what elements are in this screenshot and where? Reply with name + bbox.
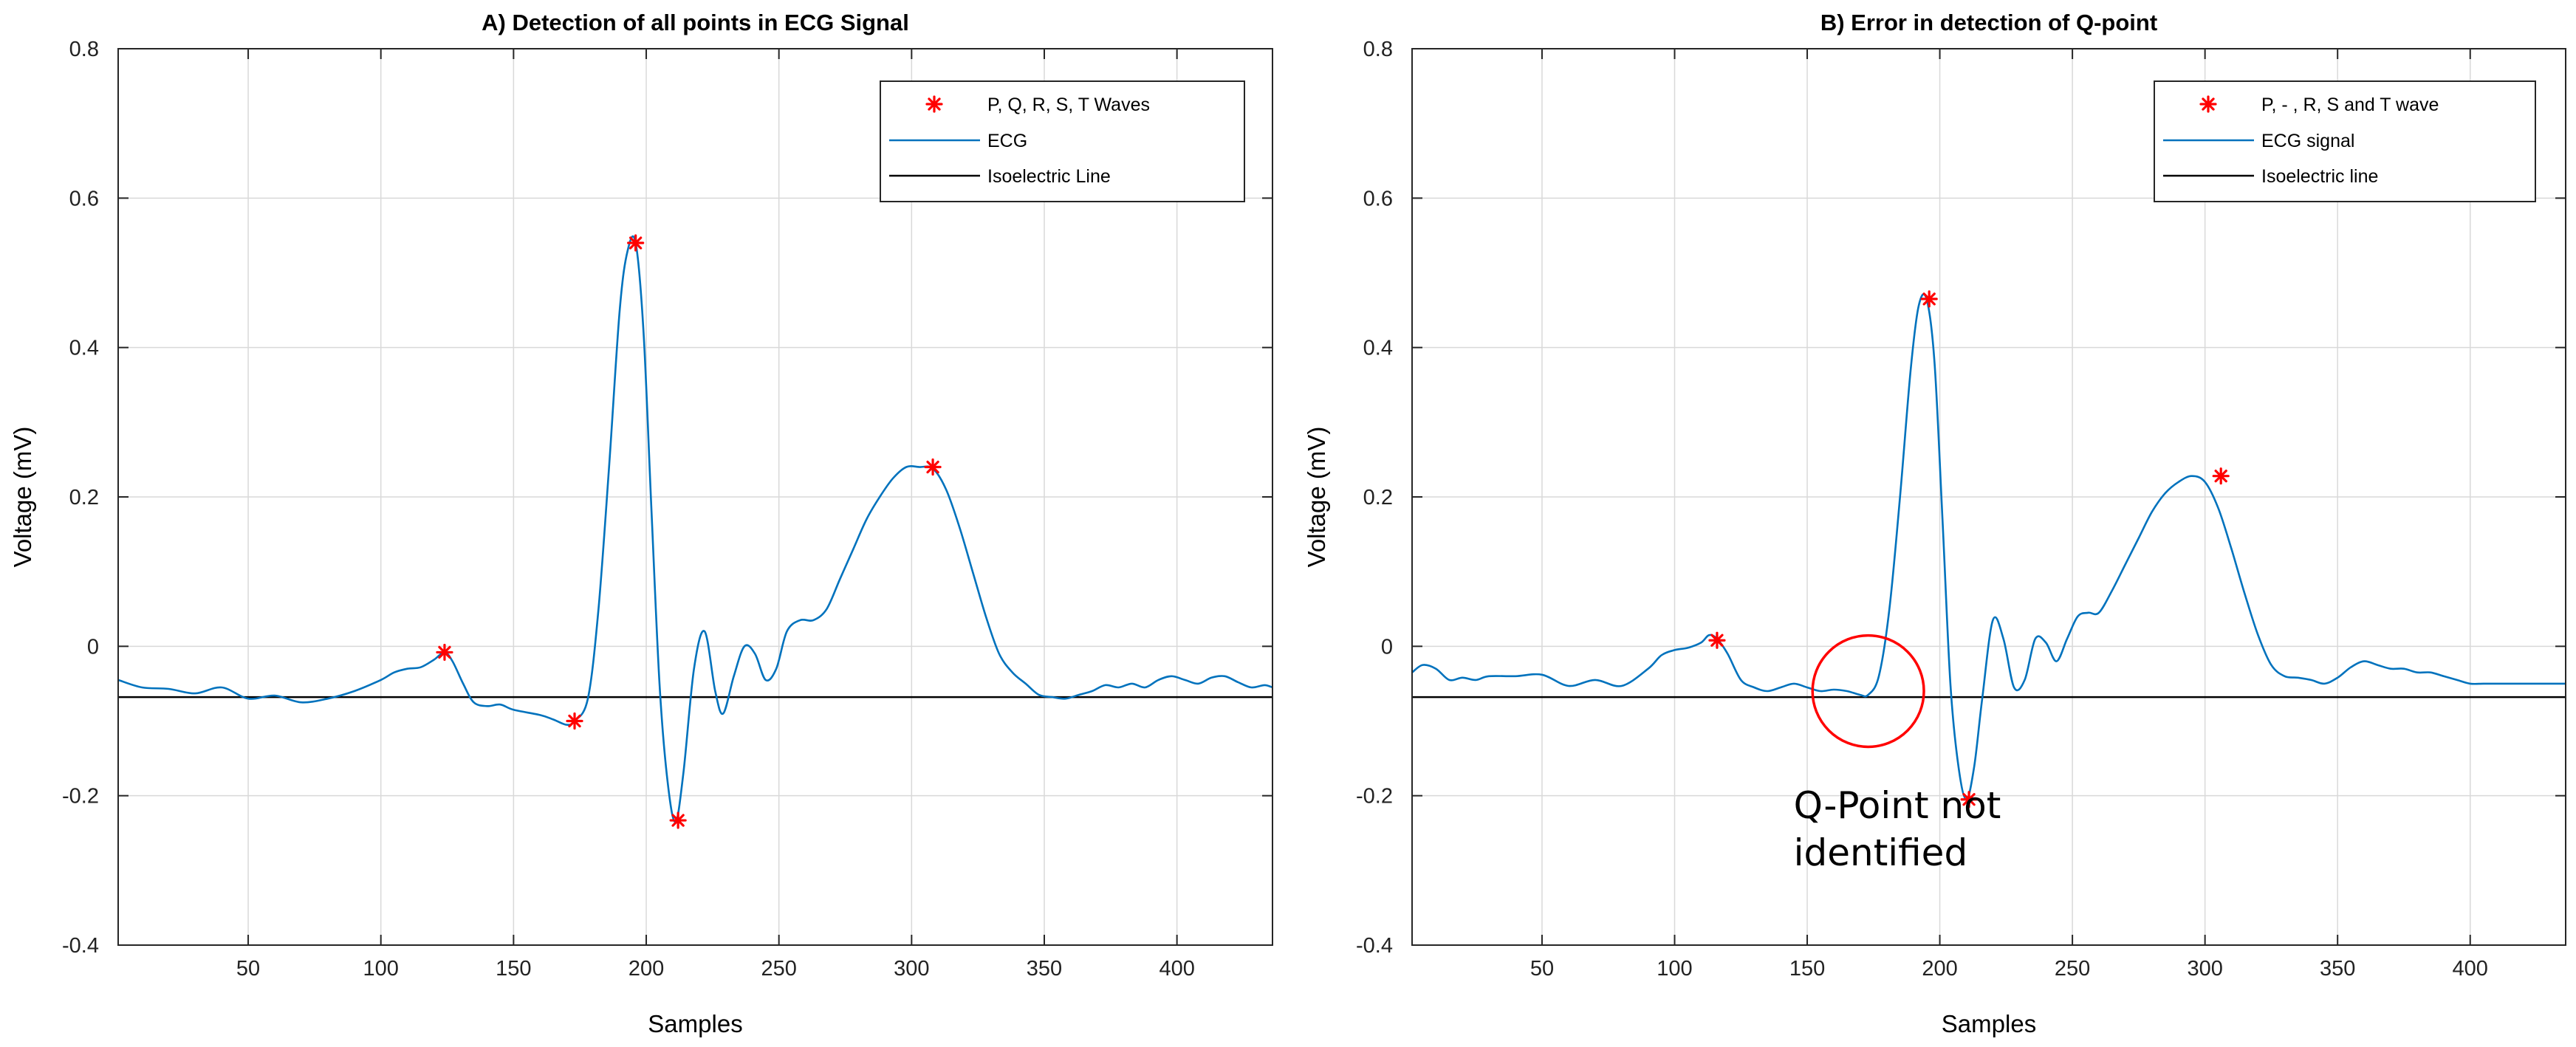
x-axis-label: Samples	[1942, 1010, 2036, 1037]
detected-point-marker	[1960, 791, 1978, 809]
detected-point-marker-stroke	[1962, 793, 1976, 806]
panel-b: 50 100 150 200 250 300 350 400 -0.4 -0.2 0 0.2 0.4 0.…	[1303, 10, 2566, 1037]
x-tick-label: 50	[236, 957, 260, 981]
chart-title: A) Detection of all points in ECG Signal	[482, 10, 909, 35]
ecg-series-line	[1411, 293, 2566, 800]
detected-point-marker-stroke	[628, 236, 643, 250]
x-tick-label: 200	[628, 957, 664, 981]
detected-point-marker-stroke	[1710, 634, 1724, 647]
detected-point-marker	[627, 234, 645, 252]
detected-point-marker-stroke	[671, 814, 685, 827]
legend-entry: ECG	[987, 131, 1027, 151]
legend-box	[880, 80, 1245, 202]
y-axis-label: Voltage (mV)	[9, 427, 36, 568]
y-tick-label: 0.8	[69, 38, 99, 61]
y-tick-label: 0.2	[1363, 486, 1393, 509]
panel-a: 50 100 150 200 250 300 350 400 -0.4 -0.2 0 0.2 0.4 0.…	[9, 10, 1273, 1037]
y-tick-label: -0.4	[1356, 934, 1393, 958]
detected-point-marker-stroke	[2214, 470, 2227, 483]
legend: P, Q, R, S, T Waves ECG Isoelectric Line	[880, 80, 1245, 202]
y-tick-label: 0.6	[69, 187, 99, 210]
x-tick-label: 50	[1530, 957, 1554, 981]
detected-point-marker-stroke	[926, 460, 939, 474]
x-tick-label: 400	[1159, 957, 1194, 981]
detected-point-marker	[1708, 631, 1726, 649]
y-axis-label: Voltage (mV)	[1303, 427, 1330, 568]
detected-point-marker	[566, 712, 583, 730]
legend-entry: P, - , R, S and T wave	[2261, 95, 2439, 115]
annotation-line-1: Q-Point not	[1794, 784, 2001, 827]
y-tick-label: 0	[87, 635, 99, 659]
legend-entry: Isoelectric Line	[987, 166, 1111, 187]
legend-entry: Isoelectric line	[2261, 166, 2378, 187]
x-tick-label: 100	[363, 957, 399, 981]
legend-entry: P, Q, R, S, T Waves	[987, 95, 1150, 115]
detected-point-marker-stroke	[438, 645, 451, 659]
annotation-line-2: identified	[1794, 831, 1968, 874]
chart-title: B) Error in detection of Q-point	[1820, 10, 2157, 35]
y-tick-label: 0.8	[1363, 38, 1393, 61]
x-tick-label: 150	[496, 957, 531, 981]
y-tick-label: -0.2	[62, 785, 99, 809]
detected-point-marker	[924, 458, 942, 476]
y-tick-label: 0.4	[69, 337, 99, 360]
detected-point-marker-stroke	[1922, 292, 1936, 306]
y-tick-label: 0.6	[1363, 187, 1393, 210]
detected-point-marker-stroke	[568, 714, 581, 728]
detected-point-marker	[2212, 467, 2230, 485]
x-axis-label: Samples	[648, 1010, 742, 1037]
x-tick-label: 250	[761, 957, 796, 981]
q-point-missing-circle	[1811, 634, 1925, 749]
x-tick-label: 250	[2055, 957, 2090, 981]
detected-point-marker	[1920, 290, 1938, 308]
legend: P, - , R, S and T wave ECG signal Isoelect…	[2154, 80, 2536, 202]
legend-entry: ECG signal	[2261, 131, 2354, 151]
x-tick-label: 200	[1922, 957, 1957, 981]
detected-point-marker	[436, 643, 453, 662]
x-tick-label: 350	[2320, 957, 2355, 981]
x-tick-label: 400	[2453, 957, 2488, 981]
legend-marker-points-stroke	[928, 97, 941, 111]
legend-marker-points	[925, 95, 943, 113]
y-tick-label: 0.2	[69, 486, 99, 509]
legend-box	[2154, 80, 2536, 202]
y-tick-label: 0	[1381, 635, 1393, 659]
x-tick-label: 300	[894, 957, 929, 981]
x-tick-label: 300	[2187, 957, 2222, 981]
legend-marker-points-stroke	[2202, 97, 2215, 111]
legend-marker-points	[2199, 95, 2217, 113]
y-tick-label: -0.4	[62, 934, 99, 958]
x-tick-label: 150	[1789, 957, 1825, 981]
y-tick-label: -0.2	[1356, 785, 1393, 809]
y-tick-label: 0.4	[1363, 337, 1393, 360]
detected-point-marker	[669, 811, 687, 829]
x-tick-label: 350	[1027, 957, 1062, 981]
x-tick-label: 100	[1657, 957, 1692, 981]
